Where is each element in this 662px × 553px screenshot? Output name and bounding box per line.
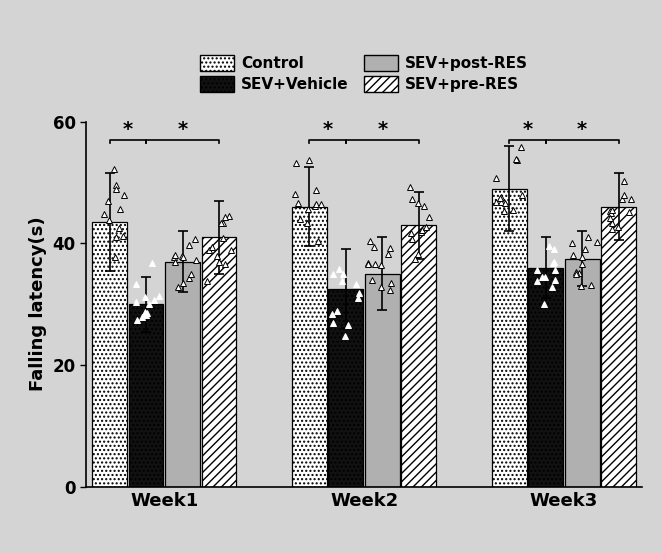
Bar	[328, 289, 363, 487]
Text: *: *	[522, 119, 532, 139]
Bar	[492, 189, 526, 487]
Bar	[292, 207, 327, 487]
Bar	[202, 237, 236, 487]
Bar	[128, 304, 164, 487]
Legend: Control, SEV+Vehicle, SEV+post-RES, SEV+pre-RES: Control, SEV+Vehicle, SEV+post-RES, SEV+…	[194, 49, 534, 98]
Text: *: *	[322, 119, 333, 139]
Text: *: *	[577, 119, 587, 139]
Bar	[365, 274, 400, 487]
Bar	[401, 225, 436, 487]
Text: *: *	[177, 119, 187, 139]
Bar	[565, 259, 600, 487]
Bar	[601, 207, 636, 487]
Y-axis label: Falling latency(s): Falling latency(s)	[29, 217, 47, 392]
Bar	[92, 222, 127, 487]
Text: *: *	[122, 119, 133, 139]
Bar	[165, 262, 200, 487]
Text: *: *	[377, 119, 387, 139]
Bar	[528, 268, 563, 487]
